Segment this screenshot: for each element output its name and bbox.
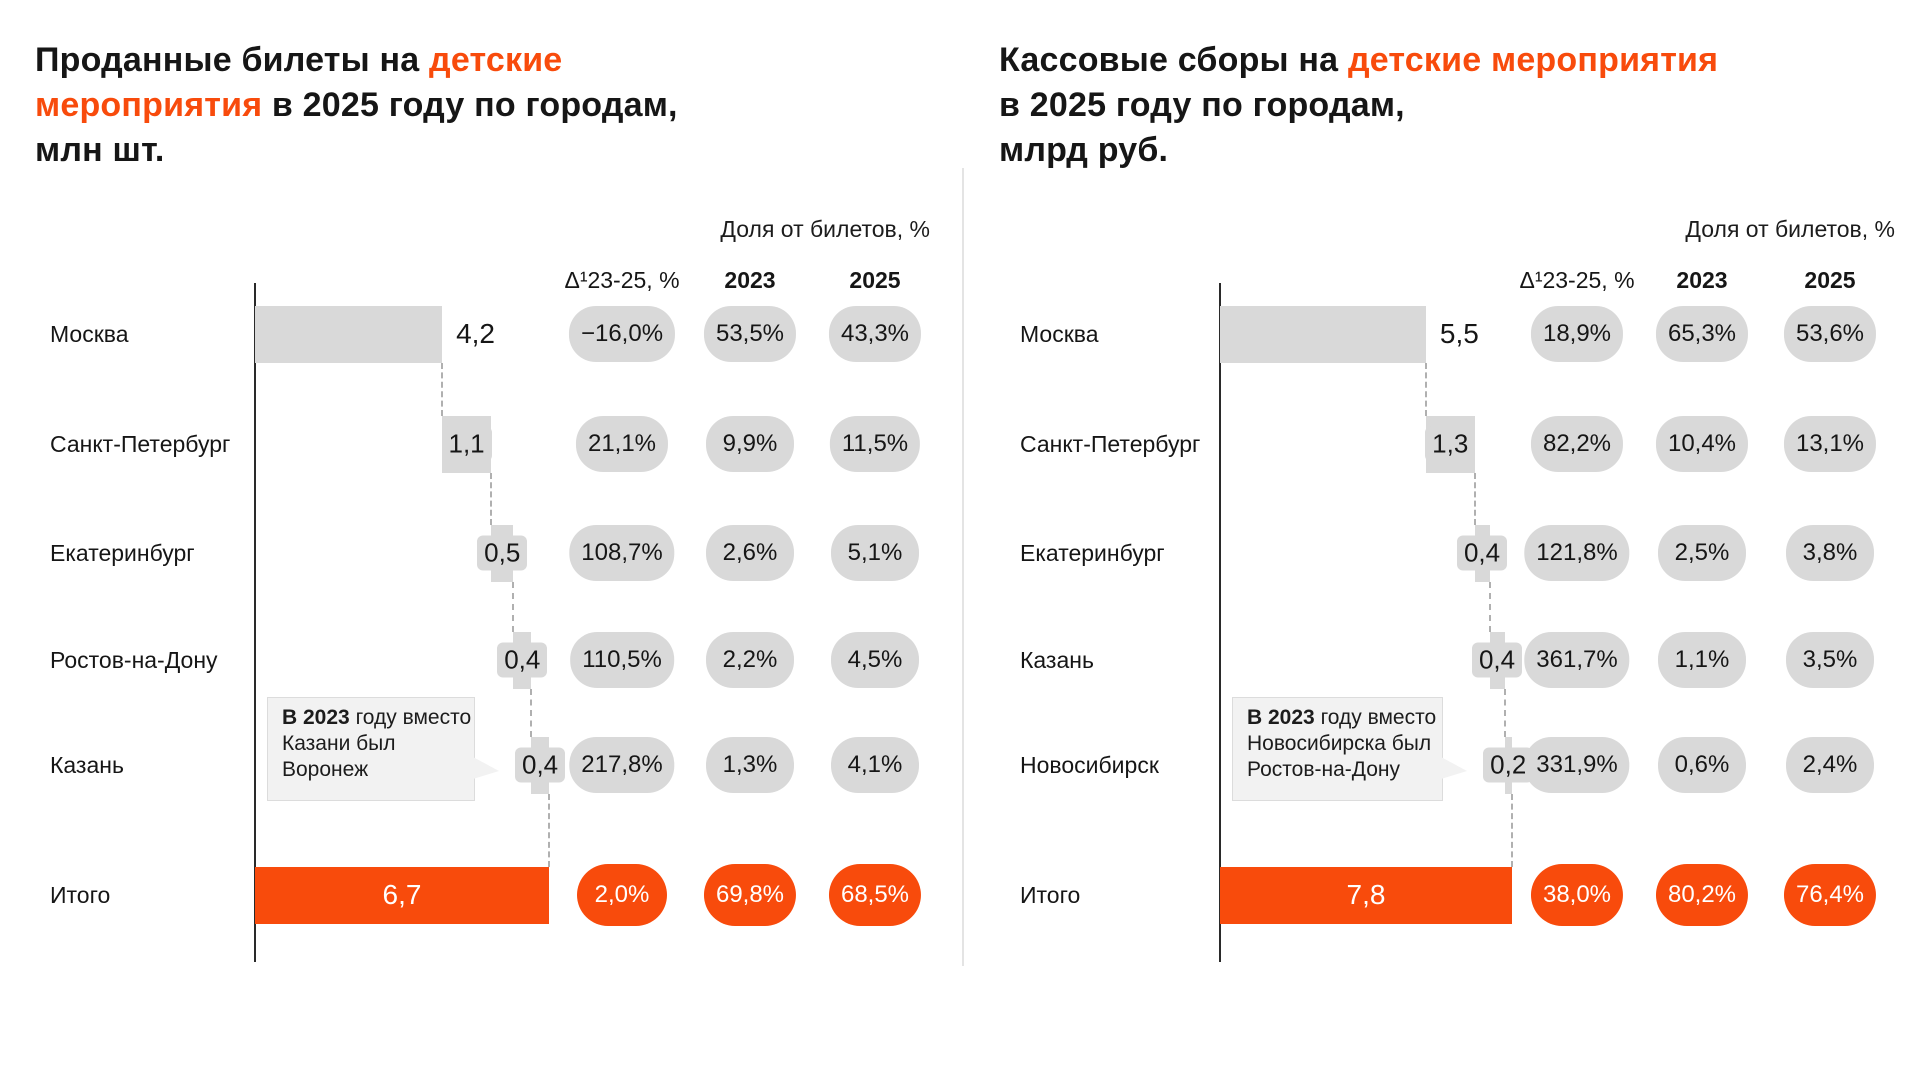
total-bar-value: 7,8 <box>1346 879 1386 910</box>
waterfall-connector <box>441 362 444 416</box>
bar-value-label: 0,4 <box>497 642 548 678</box>
charts-divider <box>962 168 964 966</box>
column-header-2025: 2025 <box>1804 267 1856 293</box>
total-delta-chip: 2,0% <box>577 864 667 926</box>
row-label-4: Ростов-на-Дону <box>50 647 218 673</box>
column-header-delta: Δ¹23-25, % <box>1519 267 1635 293</box>
tooltip-arrow <box>473 757 499 779</box>
total-share-2023-chip: 69,8% <box>703 864 797 926</box>
share-2023-chip: 2,6% <box>706 525 794 581</box>
waterfall-connector <box>530 688 533 737</box>
waterfall-connector <box>1503 688 1506 737</box>
share-2025-chip: 3,5% <box>1786 632 1874 688</box>
chart-title: Проданные билеты на детские мероприятия в… <box>35 41 678 169</box>
tooltip-arrow <box>1441 757 1467 779</box>
waterfall-bar-1 <box>255 305 443 363</box>
row-label-2: Санкт-Петербург <box>1020 431 1201 457</box>
waterfall-connector <box>1511 793 1513 867</box>
row-label-1: Москва <box>1020 321 1099 347</box>
share-2025-chip: 53,6% <box>1783 306 1877 362</box>
total-share-2025-chip: 68,5% <box>828 864 922 926</box>
share-2023-chip: 1,1% <box>1658 632 1746 688</box>
share-2025-chip: 3,8% <box>1786 525 1874 581</box>
delta-chip: 110,5% <box>570 632 674 688</box>
column-header-delta: Δ¹23-25, % <box>564 267 680 293</box>
share-of-tickets-header: Доля от билетов, % <box>720 216 930 242</box>
row-label-3: Екатеринбург <box>1020 540 1165 566</box>
total-row-label: Итого <box>1020 882 1081 908</box>
delta-chip: 82,2% <box>1530 416 1624 472</box>
delta-chip: 18,9% <box>1530 306 1624 362</box>
share-2023-chip: 1,3% <box>706 737 794 793</box>
axis-baseline <box>1219 283 1221 962</box>
delta-chip: 217,8% <box>569 737 675 793</box>
row-label-4: Казань <box>1020 647 1094 673</box>
waterfall-connector <box>1488 581 1491 632</box>
bar-value-label: 5,5 <box>1439 318 1479 349</box>
waterfall-connector <box>490 472 493 525</box>
total-row-label: Итого <box>50 882 111 908</box>
share-2025-chip: 43,3% <box>828 306 922 362</box>
share-2023-chip: 2,5% <box>1658 525 1746 581</box>
annotation-tooltip: В 2023 году вместо Казани был Воронеж <box>267 697 475 801</box>
column-header-2023: 2023 <box>1676 267 1728 293</box>
total-share-2023-chip: 80,2% <box>1655 864 1749 926</box>
share-2023-chip: 10,4% <box>1655 416 1749 472</box>
bar-value-label: 1,3 <box>1425 426 1476 462</box>
bar-value-label: 0,5 <box>477 535 528 571</box>
waterfall-connector <box>512 581 515 632</box>
delta-chip: 108,7% <box>569 525 675 581</box>
delta-chip: 331,9% <box>1524 737 1630 793</box>
share-2025-chip: 4,1% <box>831 737 919 793</box>
waterfall-connector <box>548 793 550 867</box>
share-2023-chip: 53,5% <box>703 306 797 362</box>
row-label-2: Санкт-Петербург <box>50 431 231 457</box>
row-label-1: Москва <box>50 321 129 347</box>
waterfall-bar-1 <box>1220 305 1426 363</box>
axis-baseline <box>254 283 256 962</box>
total-bar-value: 6,7 <box>382 879 422 910</box>
chart-tickets-sold: Проданные билеты на детские мероприятия в… <box>35 41 930 962</box>
total-share-2025-chip: 76,4% <box>1783 864 1877 926</box>
delta-chip: 361,7% <box>1524 632 1630 688</box>
share-2025-chip: 2,4% <box>1786 737 1874 793</box>
row-label-3: Екатеринбург <box>50 540 195 566</box>
chart-title: Кассовые сборы на детские мероприятия в 2… <box>999 41 1719 169</box>
delta-chip: 121,8% <box>1524 525 1630 581</box>
share-of-tickets-header: Доля от билетов, % <box>1685 216 1895 242</box>
share-2023-chip: 65,3% <box>1655 306 1749 362</box>
share-2025-chip: 4,5% <box>831 632 919 688</box>
share-2025-chip: 11,5% <box>829 416 921 472</box>
share-2023-chip: 9,9% <box>706 416 794 472</box>
bar-value-label: 1,1 <box>441 426 492 462</box>
share-2025-chip: 13,1% <box>1783 416 1877 472</box>
waterfall-connector <box>1473 472 1476 525</box>
column-header-2023: 2023 <box>724 267 776 293</box>
total-bar <box>255 866 549 924</box>
total-bar <box>1220 866 1512 924</box>
bar-value-label: 0,4 <box>1472 642 1523 678</box>
share-2023-chip: 2,2% <box>706 632 794 688</box>
share-2023-chip: 0,6% <box>1658 737 1746 793</box>
bar-value-label: 4,2 <box>456 318 496 349</box>
annotation-tooltip: В 2023 году вместо Новосибирска был Ростов… <box>1232 697 1443 801</box>
bar-value-label: 0,4 <box>1457 535 1508 571</box>
share-2025-chip: 5,1% <box>831 525 919 581</box>
column-header-2025: 2025 <box>849 267 901 293</box>
waterfall-connector <box>1424 362 1427 416</box>
delta-chip: −16,0% <box>568 306 676 362</box>
bar-value-label: 0,4 <box>515 747 566 783</box>
total-delta-chip: 38,0% <box>1530 864 1624 926</box>
delta-chip: 21,1% <box>575 416 669 472</box>
row-label-5: Казань <box>50 752 124 778</box>
row-label-5: Новосибирск <box>1020 752 1159 778</box>
